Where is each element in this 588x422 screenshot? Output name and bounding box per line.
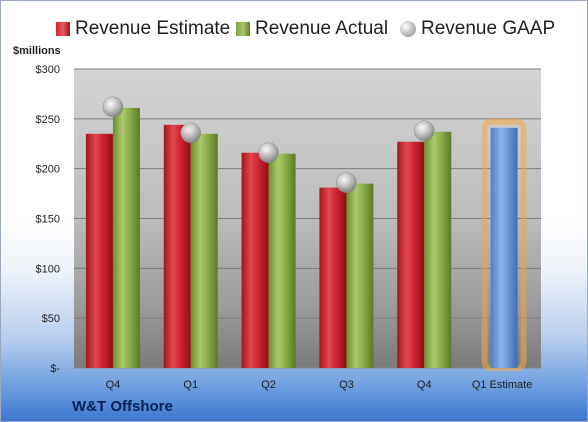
marker-revenue-gaap <box>180 122 201 144</box>
y-tick-label: $250 <box>36 114 60 126</box>
y-tick-label: $300 <box>36 64 60 76</box>
bar-revenue-estimate <box>85 133 113 368</box>
x-tick-label: Q2 <box>261 379 276 391</box>
company-name: W&T Offshore <box>72 398 173 415</box>
y-tick-label: $100 <box>36 263 60 275</box>
legend-swatch-actual <box>236 22 250 36</box>
bar-revenue-actual <box>268 153 296 368</box>
y-tick-label: $- <box>50 363 60 375</box>
legend-swatch-estimate <box>56 22 70 36</box>
bar-revenue-estimate <box>241 152 269 368</box>
legend-label-estimate: Revenue Estimate <box>75 18 231 39</box>
bar-revenue-actual <box>424 131 452 368</box>
bar-revenue-estimate <box>163 124 191 369</box>
x-tick-label: Q1 <box>183 379 198 391</box>
bar-revenue-actual <box>346 183 374 368</box>
y-tick-label: $50 <box>42 313 60 325</box>
chart-legend: Revenue Estimate Revenue Actual Revenue … <box>1 14 587 44</box>
bar-revenue-actual <box>190 133 218 368</box>
x-tick-label: Q4 <box>106 379 121 391</box>
bar-revenue-estimate <box>397 141 425 368</box>
y-tick-label: $150 <box>36 214 60 226</box>
legend-marker-gaap <box>400 21 416 37</box>
marker-revenue-gaap <box>414 120 435 142</box>
y-axis-unit-label: $millions <box>13 45 61 57</box>
x-tick-label: Q1 Estimate <box>472 379 533 391</box>
legend-item-estimate: Revenue Estimate <box>56 14 230 44</box>
marker-revenue-gaap <box>336 172 357 193</box>
marker-revenue-gaap <box>102 96 124 118</box>
bar-revenue-estimate <box>319 187 347 368</box>
legend-label-gaap: Revenue GAAP <box>421 18 556 39</box>
legend-item-gaap: Revenue GAAP <box>400 14 555 44</box>
legend-item-actual: Revenue Actual <box>236 14 388 44</box>
marker-revenue-gaap <box>258 142 279 163</box>
x-tick-label: Q3 <box>339 379 354 391</box>
y-tick-label: $200 <box>36 164 60 176</box>
x-tick-label: Q4 <box>417 379 432 391</box>
bar-revenue-actual <box>112 107 140 369</box>
legend-label-actual: Revenue Actual <box>255 18 389 39</box>
bar-revenue-estimate-forecast <box>490 127 518 368</box>
